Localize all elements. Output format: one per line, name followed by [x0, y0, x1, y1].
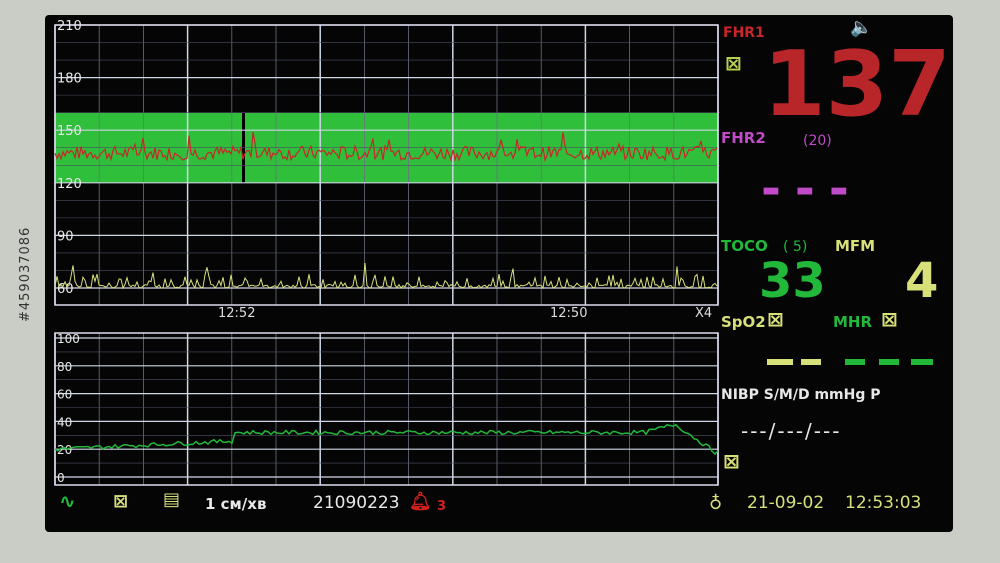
fhr-tick: 90: [57, 229, 74, 244]
traces-canvas: 210 180 150 120 90 60 100 80 60 40 20 0: [54, 19, 719, 486]
stock-id: #459037086: [18, 226, 33, 322]
toco-label: TOCO: [721, 237, 768, 255]
fhr-tick: 120: [57, 177, 82, 192]
alarm-off-icon: ⊠: [881, 307, 898, 331]
toco-tick: 100: [57, 332, 80, 346]
fhr1-trace: [54, 131, 718, 163]
clock: 12:53:03: [845, 493, 922, 513]
alarm-count: 3: [437, 499, 447, 514]
toco-sub: ( 5): [783, 239, 808, 255]
mhr-dash: [911, 359, 933, 365]
bell-icon[interactable]: 🔔︎: [409, 491, 429, 512]
fhr-tick: 60: [57, 282, 74, 297]
nibp-value: ---/---/---: [741, 419, 842, 443]
toco-tick: 40: [57, 415, 72, 429]
fhr-tick: 180: [57, 72, 82, 87]
alarm-off-icon: ⊠: [725, 51, 742, 75]
paper-speed: 1 см/хв: [205, 495, 267, 513]
fhr1-value: 137: [763, 32, 951, 137]
fhr-tick: 210: [57, 19, 82, 34]
mfm-label: MFM: [835, 237, 876, 255]
printer-icon[interactable]: ▤: [163, 489, 181, 510]
toco-chart-frame: [54, 332, 719, 486]
spo2-dash: [767, 359, 793, 365]
fhr-chart-frame: [54, 24, 719, 306]
mute-icon[interactable]: ⊠: [113, 491, 129, 512]
toco-tick: 0: [57, 471, 65, 485]
spo2-dash: [801, 359, 821, 365]
toco-tick: 80: [57, 360, 72, 374]
user-icon[interactable]: ♁: [709, 493, 723, 514]
nibp-label: NIBP S/M/D mmHg P: [721, 387, 881, 403]
toco-tick: 20: [57, 443, 72, 457]
time-label: 12:52: [218, 306, 256, 321]
toco-value: 33: [759, 253, 826, 309]
speed-label: X4: [695, 306, 713, 321]
monitor-screen: 210 180 150 120 90 60 100 80 60 40 20 0 12:52 12:50…: [45, 15, 953, 532]
spo2-label: SpO2: [721, 313, 766, 331]
fhr2-label: FHR2: [721, 129, 766, 147]
wave-icon[interactable]: ∿: [59, 489, 76, 513]
time-label: 12:50: [550, 306, 588, 321]
mfm-value: 4: [905, 253, 939, 309]
date: 21-09-02: [747, 493, 825, 513]
patient-id: 21090223: [313, 493, 400, 513]
fhr1-label: FHR1: [723, 25, 765, 41]
speaker-icon[interactable]: 🔈: [850, 17, 873, 38]
fhr2-value: ---: [761, 161, 863, 217]
mfm-trace: [54, 263, 718, 290]
fhr-tick: 150: [57, 124, 82, 139]
alarm-off-icon: ⊠: [767, 307, 784, 331]
mhr-dash: [845, 359, 865, 365]
fhr2-sub: (20): [803, 133, 832, 149]
toco-trace: [54, 423, 719, 456]
alarm-off-icon: ⊠: [723, 449, 740, 473]
mhr-dash: [879, 359, 899, 365]
mhr-label: MHR: [833, 313, 873, 331]
toco-tick: 60: [57, 388, 72, 402]
